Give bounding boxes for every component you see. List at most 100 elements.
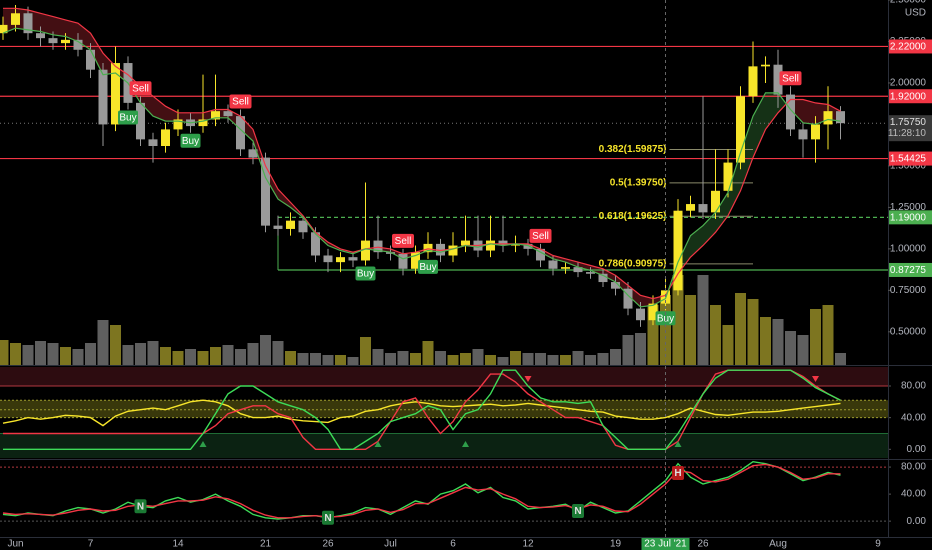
y-tick-label: 40.00 [901,489,926,500]
signal-badge [672,466,684,480]
candle-body [573,267,583,273]
fib-label: 0.5(1.39750) [610,178,667,189]
candle-body [511,243,520,246]
ribbon-fill [740,116,753,191]
volume-bar [560,355,571,365]
candle-body [723,162,733,191]
volume-bar [85,343,96,365]
indicator-line [3,369,841,450]
volume-bar [322,355,334,365]
volume-bar [835,353,846,365]
buy-badge [180,133,201,148]
volume-bar [210,347,221,365]
volume-bar [797,335,809,365]
ribbon-fill [278,189,291,208]
volume-bar [810,309,821,365]
level-price-label: 1.19000 [890,212,927,223]
x-tick-label: 7 [88,539,94,550]
volume-bar [760,317,771,365]
level-price-box [889,262,932,277]
signal-label: Sell [132,83,149,94]
x-tick-label: Jun [7,539,23,550]
ribbon-fill [765,92,778,130]
volume-bar [485,355,496,365]
volume-bar [247,343,259,365]
candle-body [336,257,345,263]
x-tick-label: Jul [384,539,397,550]
candle-body [673,210,683,291]
y-tick-label: 0.50000 [890,326,927,337]
volume-bar [22,345,34,365]
volume-bar [122,345,134,365]
candle-body [198,119,208,127]
candle-body [436,243,445,256]
volume-bar [597,353,609,365]
candle-body [248,149,258,158]
candle-body [823,111,833,125]
signal-triangle [524,376,532,382]
candle-body [398,253,408,269]
sell-badge [392,233,414,248]
y-tick-label: 1.50000 [890,161,927,172]
ribbon-fill [803,99,816,125]
candle-body [23,13,33,34]
volume-bar [497,357,509,365]
candle-body [623,288,633,309]
level-price-box [889,39,932,54]
volume-bar [460,353,471,365]
candle-body [148,139,158,146]
candle-body [48,38,58,44]
signal-letter: N [137,501,144,512]
crosshair-date-box [641,538,690,550]
candle-body [361,240,370,261]
ribbon-fill [565,258,578,268]
level-price-box [889,151,932,166]
y-tick-label: 0.00 [907,444,927,455]
indicator-line [2,399,841,427]
volume-bar [35,341,46,365]
volume-bar [672,275,684,365]
volume-bar [197,351,209,365]
volume-bar [610,349,621,365]
fib-label: 0.786(0.90975) [599,258,667,269]
level-price-label: 2.22000 [890,42,927,53]
signal-letter: H [674,468,681,479]
x-tick-label: 14 [172,539,184,550]
candle-body [348,257,358,261]
x-tick-label: 6 [450,539,456,550]
candle-body [636,308,645,321]
signal-label: Sell [532,231,549,242]
volume-bar [747,299,759,365]
candle-body [211,111,220,120]
volume-bar [60,347,71,365]
buy-badge [355,266,376,281]
signal-letter: N [574,506,581,517]
signal-triangle [462,441,469,447]
volume-bar [822,305,834,365]
candle-body [523,243,533,249]
x-tick-label: Aug [769,539,787,550]
candle-body [461,240,470,246]
candle-body [561,267,570,269]
candle-body [161,129,170,146]
x-tick-label: 26 [697,539,709,550]
candle-body [836,111,845,124]
candle-body [236,116,245,150]
fib-label: 0.618(1.19625) [599,211,667,222]
x-tick-label: 19 [610,539,622,550]
volume-bar [97,320,109,365]
candle-body [586,272,595,274]
candle-body [698,204,708,213]
volume-bar [647,305,659,365]
ribbon-fill [40,13,53,35]
candle-body [611,282,620,289]
signal-label: Sell [395,236,412,247]
candle-body [598,273,608,283]
signal-triangle [199,441,207,447]
signal-label: Buy [119,113,136,124]
candle-body [536,248,545,261]
currency-label: USD [905,8,926,19]
volume-bar [0,340,9,365]
volume-bar [472,349,484,365]
